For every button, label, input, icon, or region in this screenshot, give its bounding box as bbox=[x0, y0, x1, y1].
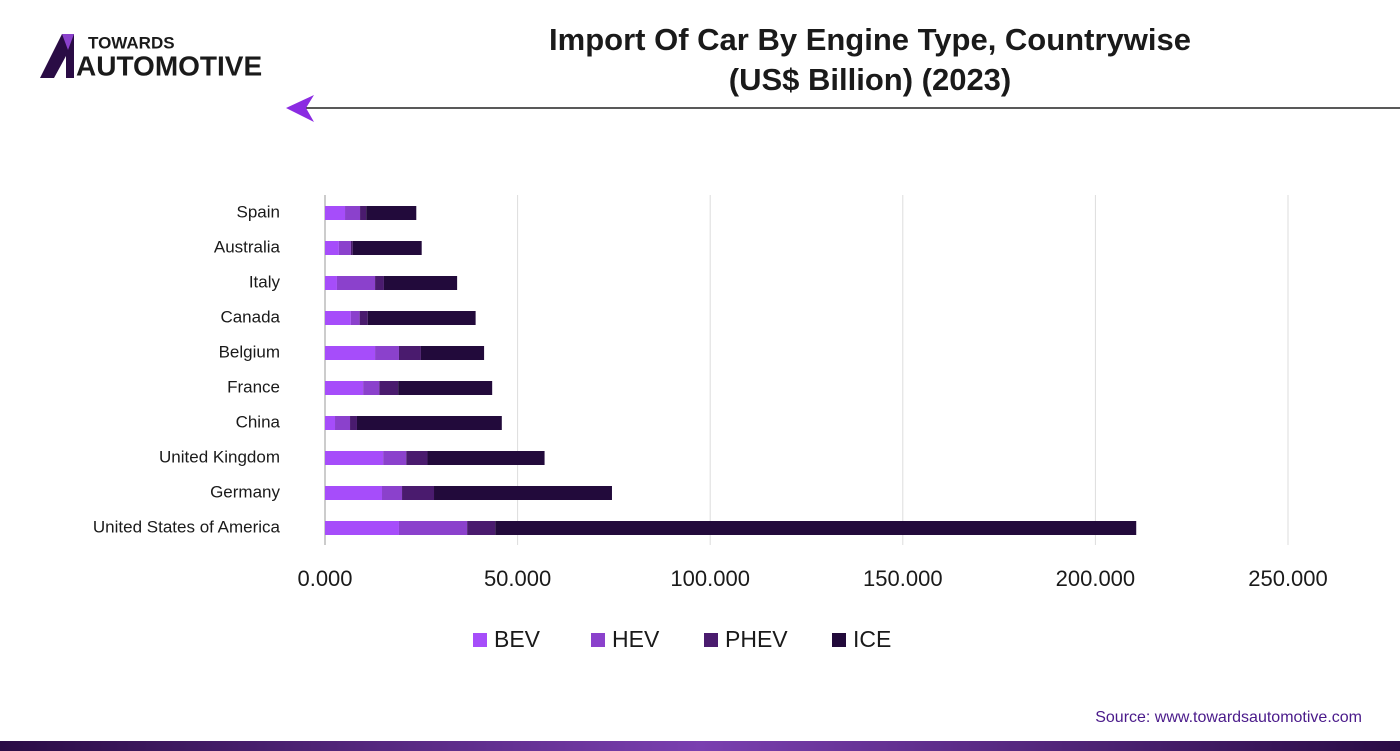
bar-segment bbox=[325, 311, 351, 325]
bar-segment bbox=[336, 276, 376, 290]
y-tick-label: France bbox=[227, 377, 280, 396]
bar-segment bbox=[325, 206, 346, 220]
bar-segment bbox=[406, 451, 428, 465]
bar-segment bbox=[383, 276, 458, 290]
bar-segment bbox=[325, 521, 399, 535]
chart-title: (US$ Billion) (2023) bbox=[729, 62, 1012, 97]
plot: 0.000 50.000 100.000 150.000 200.000 250.000 S… bbox=[93, 195, 1328, 652]
bar-segment bbox=[325, 486, 383, 500]
x-tick-label: 100.000 bbox=[670, 566, 750, 591]
bar-segment bbox=[325, 451, 384, 465]
bar-segment bbox=[325, 241, 339, 255]
bar-segment bbox=[345, 206, 361, 220]
logo-bottom: AUTOMOTIVE bbox=[76, 50, 262, 81]
bar-segment bbox=[350, 311, 360, 325]
legend-label: BEV bbox=[494, 626, 541, 652]
y-tick-label: Australia bbox=[214, 237, 281, 256]
y-tick-label: Spain bbox=[237, 202, 280, 221]
bar-segment bbox=[338, 241, 351, 255]
bar-segment bbox=[335, 416, 351, 430]
legend-swatch bbox=[473, 633, 487, 647]
bar-segment bbox=[495, 521, 1137, 535]
bar-segment bbox=[325, 381, 364, 395]
bar-segment bbox=[366, 206, 417, 220]
bar-segment bbox=[325, 276, 337, 290]
bar-segment bbox=[367, 311, 476, 325]
x-tick-label: 150.000 bbox=[863, 566, 943, 591]
bar-segment bbox=[379, 381, 399, 395]
bar-segment bbox=[375, 346, 399, 360]
bar-segment bbox=[398, 381, 493, 395]
bar-segment bbox=[434, 486, 612, 500]
legend-swatch bbox=[832, 633, 846, 647]
logo-accent bbox=[62, 34, 74, 50]
x-tick-label: 50.000 bbox=[484, 566, 551, 591]
chart-title: Import Of Car By Engine Type, Countrywis… bbox=[549, 22, 1191, 57]
y-tick-label: Italy bbox=[249, 272, 281, 291]
bar-segment bbox=[352, 241, 422, 255]
header-arrow bbox=[286, 95, 314, 122]
logo-top: TOWARDS bbox=[88, 33, 175, 52]
bar-segment bbox=[363, 381, 380, 395]
bar-segment bbox=[359, 311, 368, 325]
legend-swatch bbox=[591, 633, 605, 647]
legend-label: ICE bbox=[853, 626, 891, 652]
x-tick-label: 0.000 bbox=[297, 566, 352, 591]
bar-segment bbox=[427, 451, 545, 465]
legend-label: HEV bbox=[612, 626, 660, 652]
bar-segment bbox=[382, 486, 403, 500]
bar-segment bbox=[360, 206, 367, 220]
footer-bar bbox=[0, 741, 1400, 751]
logo: TOWARDS AUTOMOTIVE bbox=[40, 33, 262, 81]
bar-segment bbox=[383, 451, 407, 465]
x-tick-label: 250.000 bbox=[1248, 566, 1328, 591]
bar-segment bbox=[350, 416, 357, 430]
y-tick-label: Belgium bbox=[219, 342, 280, 361]
legend-label: PHEV bbox=[725, 626, 788, 652]
x-tick-label: 200.000 bbox=[1056, 566, 1136, 591]
logo-icon bbox=[40, 34, 74, 78]
bar-segment bbox=[325, 416, 336, 430]
bar-segment bbox=[398, 346, 421, 360]
y-tick-label: United States of America bbox=[93, 517, 281, 536]
y-tick-label: Germany bbox=[210, 482, 280, 501]
bar-segment bbox=[325, 346, 376, 360]
y-tick-label: United Kingdom bbox=[159, 447, 280, 466]
bar-segment bbox=[375, 276, 384, 290]
source: Source: www.towardsautomotive.com bbox=[1095, 709, 1362, 726]
bar-segment bbox=[356, 416, 502, 430]
bar-segment bbox=[420, 346, 485, 360]
y-tick-label: China bbox=[236, 412, 281, 431]
y-tick-label: Canada bbox=[220, 307, 280, 326]
legend-swatch bbox=[704, 633, 718, 647]
bar-segment bbox=[398, 521, 468, 535]
bar-segment bbox=[467, 521, 496, 535]
bar-segment bbox=[402, 486, 435, 500]
bar-segment bbox=[350, 241, 353, 255]
